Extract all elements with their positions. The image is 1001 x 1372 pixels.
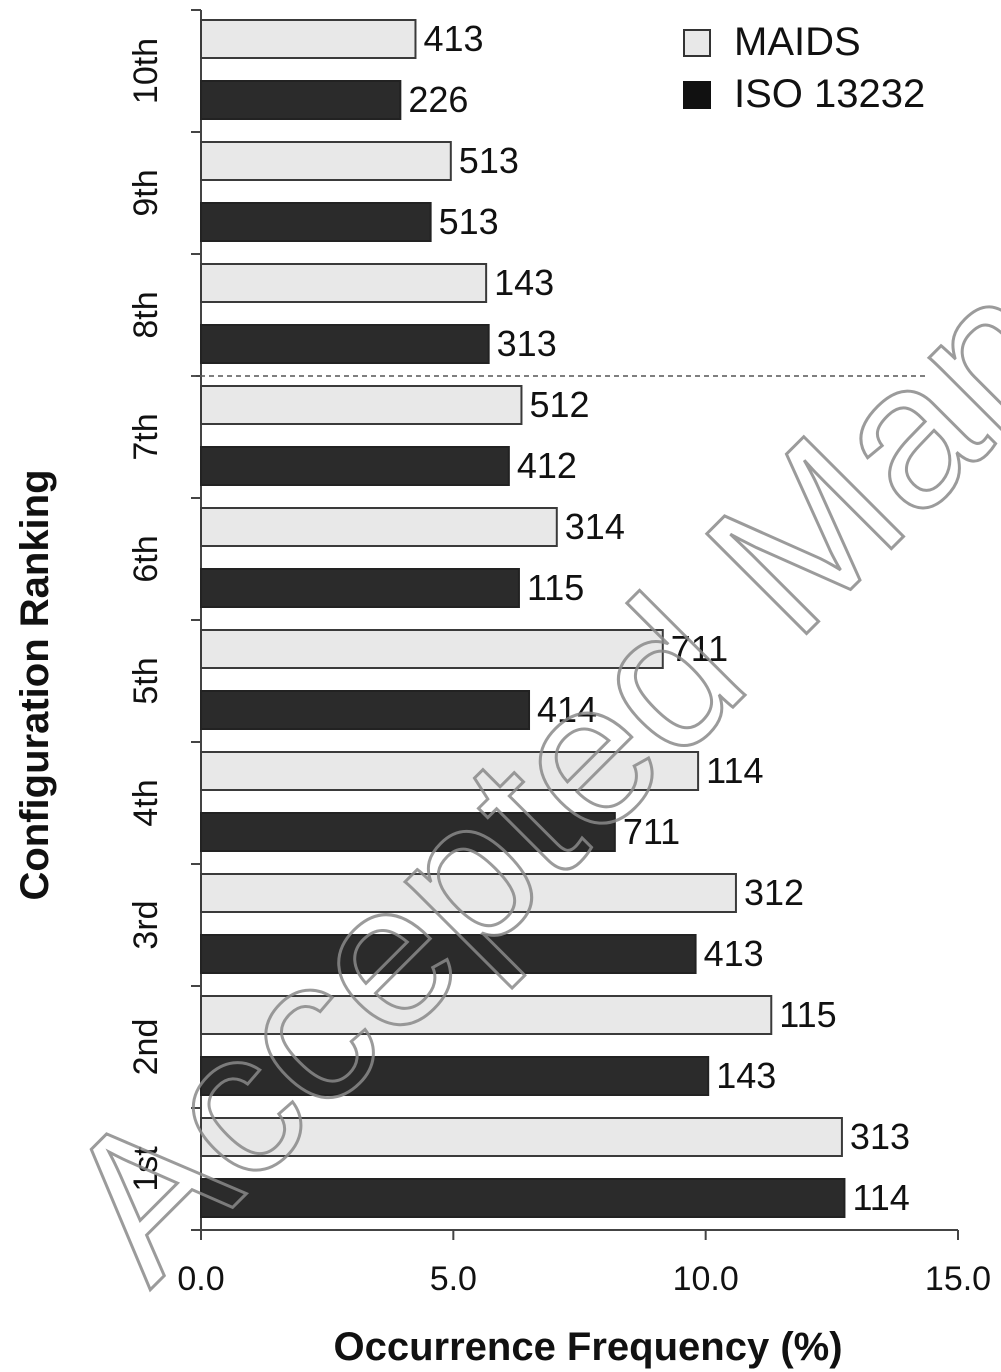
legend-swatch-iso — [683, 81, 711, 109]
bar-value-label: 314 — [565, 506, 625, 547]
bar-value-label: 143 — [716, 1055, 776, 1096]
bar-value-label: 226 — [408, 79, 468, 120]
legend-label-iso: ISO 13232 — [734, 72, 925, 116]
bar-value-label: 513 — [459, 140, 519, 181]
bar-value-label: 414 — [537, 689, 597, 730]
bar-iso-7th — [200, 446, 510, 486]
category-label: 10th — [127, 38, 165, 104]
bar-value-label: 412 — [517, 445, 577, 486]
bar-maids-6th — [200, 507, 558, 547]
category-label: 7th — [127, 413, 165, 460]
bar-iso-4th — [200, 812, 616, 852]
category-label: 3rd — [127, 900, 165, 949]
bar-maids-7th — [200, 385, 523, 425]
bar-iso-1st — [200, 1178, 846, 1218]
category-label: 2nd — [127, 1019, 165, 1076]
bar-iso-10th — [200, 80, 402, 120]
category-label: 8th — [127, 291, 165, 338]
legend-swatch-maids — [683, 29, 711, 57]
bar-value-label: 413 — [704, 933, 764, 974]
bar-value-label: 115 — [779, 994, 836, 1035]
bar-iso-5th — [200, 690, 531, 730]
bar-value-label: 115 — [527, 567, 584, 608]
x-axis-title: Occurrence Frequency (%) — [333, 1325, 842, 1369]
bar-maids-8th — [200, 263, 488, 303]
bar-iso-3rd — [200, 934, 697, 974]
bar-maids-2nd — [200, 995, 773, 1035]
legend: MAIDS ISO 13232 — [683, 20, 925, 116]
legend-label-maids: MAIDS — [734, 20, 861, 64]
bar-maids-3rd — [200, 873, 737, 913]
bar-value-label: 313 — [497, 323, 557, 364]
y-axis-categories: 10th 9th 8th 7th 6th 5th 4th 3rd 2nd 1st — [127, 38, 165, 1192]
bar-labels: 413 226 513 513 143 313 512 412 314 115 711 414 114 7… — [408, 18, 910, 1218]
bar-value-label: 143 — [494, 262, 554, 303]
bars — [200, 19, 846, 1218]
bar-value-label: 711 — [671, 628, 728, 669]
bar-value-label: 313 — [850, 1116, 910, 1157]
bar-maids-10th — [200, 19, 417, 59]
bar-maids-9th — [200, 141, 452, 181]
category-label: 6th — [127, 535, 165, 582]
bar-value-label: 413 — [423, 18, 483, 59]
bar-maids-4th — [200, 751, 700, 791]
x-tick-label: 15.0 — [925, 1260, 991, 1298]
x-tick-label: 10.0 — [673, 1260, 739, 1298]
category-label: 9th — [127, 169, 165, 216]
bar-iso-2nd — [200, 1056, 710, 1096]
bar-value-label: 114 — [852, 1177, 909, 1218]
bar-value-label: 114 — [706, 750, 763, 791]
bar-value-label: 312 — [744, 872, 804, 913]
bar-maids-1st — [200, 1117, 843, 1157]
category-label: 4th — [127, 779, 165, 826]
x-tick-label: 0.0 — [177, 1260, 224, 1298]
x-tick-label: 5.0 — [430, 1260, 477, 1298]
category-label: 5th — [127, 657, 165, 704]
bar-iso-8th — [200, 324, 490, 364]
x-axis-ticks: 0.0 5.0 10.0 15.0 — [177, 1230, 991, 1298]
bar-maids-5th — [200, 629, 664, 669]
bar-value-label: 711 — [623, 811, 680, 852]
bar-value-label: 512 — [529, 384, 589, 425]
bar-iso-9th — [200, 202, 432, 242]
bar-iso-6th — [200, 568, 520, 608]
category-label: 1st — [127, 1146, 165, 1192]
bar-value-label: 513 — [439, 201, 499, 242]
y-axis-title: Configuration Ranking — [13, 469, 57, 900]
